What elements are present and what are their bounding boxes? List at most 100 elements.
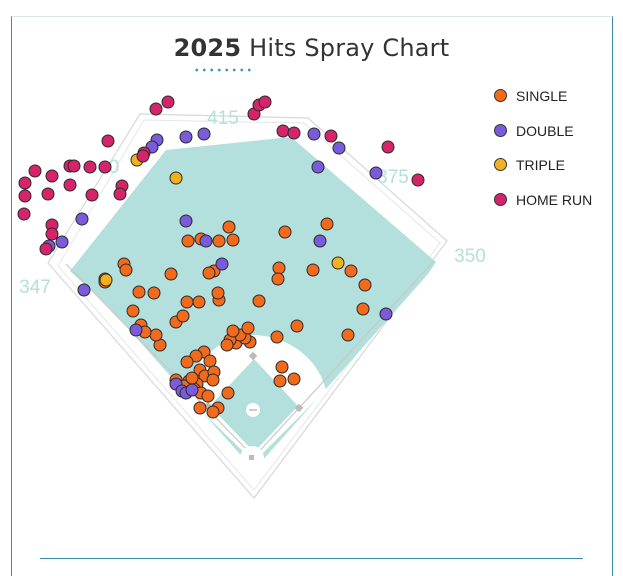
- second-base: [248, 351, 258, 361]
- single-hit-point: [320, 217, 334, 231]
- single-hit-point: [180, 295, 194, 309]
- single-hit-point: [147, 286, 161, 300]
- single-hit-point: [241, 321, 255, 335]
- triple-hit-point: [169, 171, 183, 185]
- single-hit-point: [306, 263, 320, 277]
- single-hit-point: [222, 220, 236, 234]
- home-run-hit-point: [113, 187, 127, 201]
- outer-wall-outline: [47, 113, 448, 499]
- legend-label: DOUBLE: [516, 122, 574, 139]
- distance-label-415: 415: [207, 108, 239, 129]
- home-run-hit-point: [85, 188, 99, 202]
- legend-item-single: SINGLE: [494, 86, 614, 121]
- single-hit-point: [211, 286, 225, 300]
- single-hit-point: [206, 373, 220, 387]
- bottom-divider: [40, 558, 583, 559]
- orange-dot-icon: [494, 89, 507, 102]
- single-hit-point: [226, 324, 240, 338]
- double-hit-point: [75, 212, 89, 226]
- home-run-hit-point: [18, 176, 32, 190]
- double-hit-point: [179, 130, 193, 144]
- single-hit-point: [202, 266, 216, 280]
- double-hit-point: [369, 166, 383, 180]
- home-run-hit-point: [67, 159, 81, 173]
- distance-label-0: 0: [109, 157, 120, 178]
- home-run-hit-point: [98, 160, 112, 174]
- home-run-hit-point: [381, 140, 395, 154]
- double-hit-point: [379, 307, 393, 321]
- single-hit-point: [185, 371, 199, 385]
- single-hit-point: [181, 234, 195, 248]
- spray-chart: 415 375 350 347 0: [17, 95, 486, 499]
- home-run-hit-point: [149, 102, 163, 116]
- single-hit-point: [221, 386, 235, 400]
- home-run-hit-point: [136, 149, 150, 163]
- single-hit-point: [212, 234, 226, 248]
- legend-item-double: DOUBLE: [494, 121, 614, 156]
- home-run-hit-point: [258, 95, 272, 109]
- single-hit-point: [206, 405, 220, 419]
- double-hit-point: [199, 234, 213, 248]
- home-run-hit-point: [39, 242, 53, 256]
- distance-label-350: 350: [454, 246, 486, 267]
- single-hit-point: [273, 374, 287, 388]
- double-hit-point: [313, 234, 327, 248]
- double-hit-point: [185, 383, 199, 397]
- title-dotted-underline: [193, 68, 253, 72]
- single-hit-point: [278, 225, 292, 239]
- right-foul-line: [253, 260, 435, 458]
- hit-points: [17, 95, 425, 419]
- single-hit-point: [193, 401, 207, 415]
- chart-card: [11, 16, 613, 576]
- magenta-dot-icon: [494, 192, 507, 206]
- legend-label: SINGLE: [516, 88, 568, 104]
- home-run-hit-point: [161, 95, 175, 109]
- double-hit-point: [179, 214, 193, 228]
- home-plate: [249, 455, 254, 460]
- legend-item-home-run: HOME RUN: [494, 190, 614, 225]
- single-hit-point: [341, 328, 355, 342]
- title-year: 2025: [173, 34, 242, 62]
- single-hit-point: [149, 328, 163, 342]
- double-hit-point: [55, 235, 69, 249]
- single-hit-point: [132, 285, 146, 299]
- home-run-hit-point: [83, 160, 97, 174]
- single-hit-point: [272, 261, 286, 275]
- single-hit-point: [119, 263, 133, 277]
- legend: SINGLE DOUBLE TRIPLE HOME RUN: [494, 86, 614, 224]
- single-hit-point: [180, 355, 194, 369]
- yellow-dot-icon: [494, 158, 507, 171]
- single-hit-point: [192, 295, 206, 309]
- home-run-hit-point: [18, 189, 32, 203]
- home-run-hit-point: [276, 124, 290, 138]
- single-hit-point: [287, 372, 301, 386]
- legend-label: HOME RUN: [516, 191, 593, 208]
- home-run-hit-point: [287, 126, 301, 140]
- left-foul-line: [65, 263, 255, 458]
- single-hit-point: [126, 304, 140, 318]
- legend-item-triple: TRIPLE: [494, 155, 614, 190]
- single-hit-point: [201, 389, 215, 403]
- home-run-hit-point: [28, 164, 42, 178]
- single-hit-point: [176, 309, 190, 323]
- single-hit-point: [203, 354, 217, 368]
- first-base: [294, 403, 304, 413]
- home-run-hit-point: [45, 169, 59, 183]
- single-hit-point: [356, 302, 370, 316]
- single-hit-point: [290, 319, 304, 333]
- triple-hit-point: [331, 256, 345, 270]
- chart-title: 2025 Hits Spray Chart: [0, 34, 623, 62]
- double-hit-point: [129, 323, 143, 337]
- home-run-hit-point: [101, 134, 115, 148]
- legend-label: TRIPLE: [516, 157, 566, 173]
- double-hit-point: [197, 127, 211, 141]
- single-hit-point: [275, 360, 289, 374]
- single-hit-point: [344, 264, 358, 278]
- title-text: Hits Spray Chart: [249, 34, 450, 62]
- single-hit-point: [226, 233, 240, 247]
- home-run-hit-point: [63, 178, 77, 192]
- home-run-hit-point: [41, 187, 55, 201]
- single-hit-point: [271, 272, 285, 286]
- distance-label-375: 375: [377, 167, 409, 188]
- home-run-hit-point: [411, 173, 425, 187]
